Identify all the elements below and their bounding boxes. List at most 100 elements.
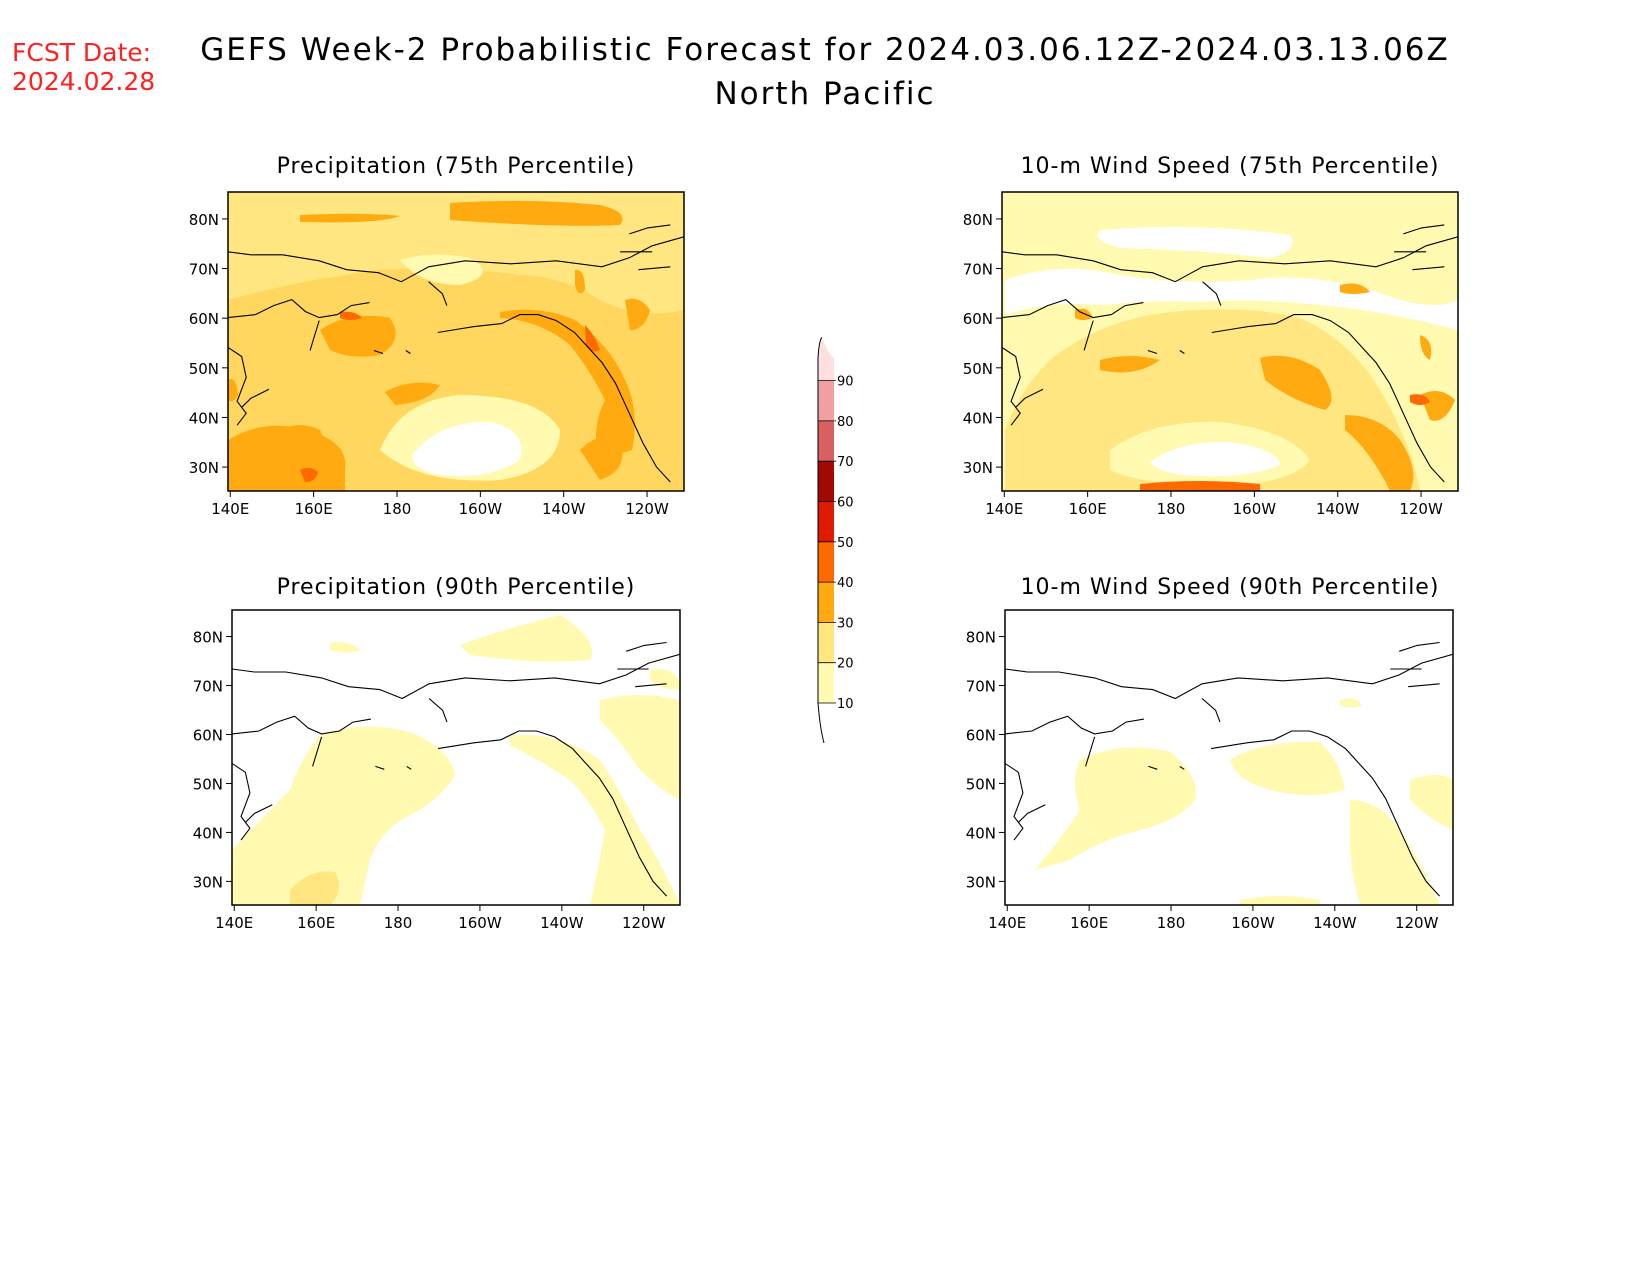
colorbar-swatch <box>818 622 834 663</box>
lat-label: 30N <box>966 873 996 891</box>
lon-label: 140W <box>1313 914 1357 932</box>
coastline <box>232 653 680 700</box>
colorbar-label: 50 <box>837 536 854 551</box>
coastline <box>1394 224 1445 271</box>
lat-label: 80N <box>963 211 993 229</box>
panel-title: Precipitation (75th Percentile) <box>277 154 636 179</box>
coastline <box>1002 347 1021 426</box>
coastline <box>1147 349 1185 355</box>
lat-label: 70N <box>189 261 219 279</box>
coastline <box>1005 715 1144 735</box>
lon-label: 140E <box>988 914 1026 932</box>
colorbar-swatch <box>818 501 834 542</box>
colorbar-swatch <box>818 541 834 583</box>
lon-label: 160E <box>1069 500 1107 518</box>
lon-label: 120W <box>1395 914 1439 932</box>
lat-label: 80N <box>966 629 996 647</box>
coastline-group <box>1005 641 1453 897</box>
coastline <box>1005 653 1453 700</box>
coastline <box>312 736 323 767</box>
colorbar: 10 20 30 40 50 60 70 80 90 <box>817 336 854 744</box>
coastline <box>1211 730 1441 897</box>
coastline <box>1002 236 1458 283</box>
lat-label: 30N <box>189 459 219 477</box>
lon-label: 140E <box>985 500 1023 518</box>
precip-90-contours <box>232 610 680 905</box>
colorbar-head <box>817 336 823 359</box>
coastline <box>232 715 371 735</box>
lon-label: 140E <box>215 914 253 932</box>
colorbar-swatch <box>818 420 834 462</box>
coastline <box>228 298 370 319</box>
lat-label: 50N <box>193 775 223 793</box>
coastline <box>620 224 671 271</box>
coastline <box>438 730 668 897</box>
coastline <box>232 762 251 841</box>
lat-label: 80N <box>193 629 223 647</box>
lat-label: 50N <box>963 360 993 378</box>
page-title: GEFS Week-2 Probabilistic Forecast for 2… <box>200 32 1450 68</box>
coastline <box>1085 736 1096 767</box>
coastline <box>428 281 448 306</box>
lat-label: 40N <box>189 409 219 427</box>
page-subtitle: North Pacific <box>714 76 936 112</box>
colorbar-label: 10 <box>837 697 854 712</box>
panel-wind-75: 10-m Wind Speed (75th Percentile) <box>1001 154 1459 492</box>
colorbar-label: 40 <box>837 576 854 591</box>
lat-label: 30N <box>963 459 993 477</box>
colorbar-label: 90 <box>837 375 854 390</box>
lon-label: 180 <box>1157 914 1186 932</box>
lat-label: 30N <box>193 873 223 891</box>
lat-label: 70N <box>966 678 996 696</box>
lon-label: 120W <box>625 500 669 518</box>
coastline <box>373 349 411 355</box>
coastline <box>1005 762 1024 841</box>
colorbar-swatch <box>818 662 834 703</box>
colorbar-label: 80 <box>837 415 854 430</box>
lat-label: 60N <box>193 726 223 744</box>
lon-label: 140W <box>1316 500 1360 518</box>
colorbar-swatch <box>818 582 834 623</box>
colorbar-tail <box>817 702 825 744</box>
colorbar-swatch <box>818 380 834 421</box>
wind-90-contours <box>1005 610 1453 905</box>
coastline <box>375 765 412 770</box>
coastline-group <box>232 641 680 897</box>
lon-label: 160E <box>1070 914 1108 932</box>
lat-label: 80N <box>189 211 219 229</box>
colorbar-swatch <box>818 337 834 381</box>
coastline <box>1015 388 1044 408</box>
lat-label: 70N <box>193 678 223 696</box>
coastline <box>437 314 671 483</box>
coastline <box>1002 298 1144 319</box>
lon-label: 160E <box>297 914 335 932</box>
lon-label: 140E <box>211 500 249 518</box>
wind-75-contours <box>1002 192 1458 491</box>
axis-ticks: 80N 70N 60N 50N 40N 30N 140E 160E 180 160W 140W 120… <box>189 211 1443 932</box>
lon-label: 180 <box>384 914 413 932</box>
coastline <box>241 388 270 408</box>
lon-label: 160W <box>459 500 503 518</box>
lat-label: 70N <box>963 261 993 279</box>
coastline <box>428 698 448 723</box>
coastline <box>1148 765 1185 770</box>
lat-label: 60N <box>963 310 993 328</box>
panel-title: 10-m Wind Speed (90th Percentile) <box>1021 575 1440 600</box>
coastlines <box>228 224 1458 897</box>
lon-label: 160E <box>295 500 333 518</box>
panel-precip-90: Precipitation (90th Percentile) <box>231 575 681 906</box>
coastline <box>1211 314 1445 483</box>
colorbar-label: 30 <box>837 616 854 631</box>
coastline <box>228 236 684 283</box>
lat-label: 50N <box>189 360 219 378</box>
lat-label: 40N <box>966 824 996 842</box>
colorbar-label: 60 <box>837 496 854 511</box>
coastline <box>228 347 247 426</box>
coastline <box>1083 320 1094 351</box>
lat-label: 40N <box>193 824 223 842</box>
lat-label: 40N <box>963 409 993 427</box>
panel-title: 10-m Wind Speed (75th Percentile) <box>1021 154 1440 179</box>
lon-label: 140W <box>542 500 586 518</box>
coastline-group <box>1002 224 1458 483</box>
